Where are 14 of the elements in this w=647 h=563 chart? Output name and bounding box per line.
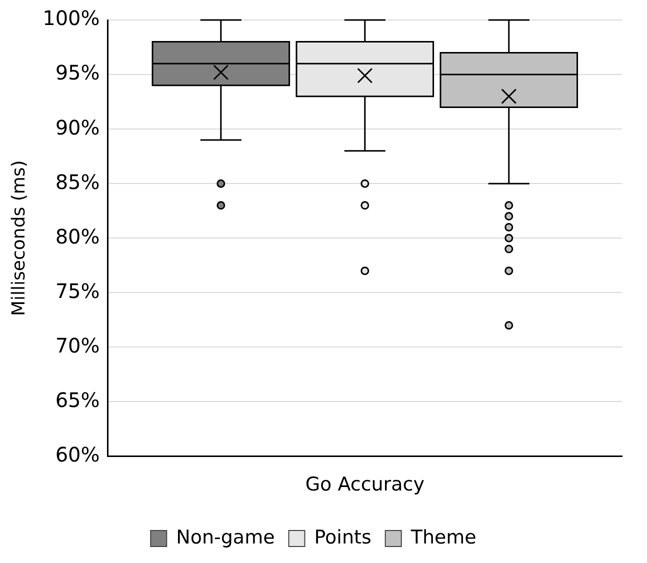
y-tick-label: 95%	[55, 60, 100, 85]
x-tick-label: Go Accuracy	[305, 474, 424, 496]
y-tick-label: 100%	[42, 6, 100, 30]
y-tick-label: 90%	[55, 115, 100, 140]
y-axis-title: Milliseconds (ms)	[8, 160, 30, 316]
y-tick-label: 60%	[55, 442, 100, 466]
legend-label: Theme	[410, 526, 476, 548]
y-tick-label: 80%	[55, 224, 100, 248]
legend-label: Points	[314, 526, 372, 548]
y-tick-label: 75%	[55, 278, 100, 303]
legend-label: Non-game	[176, 526, 275, 548]
y-tick-label: 85%	[55, 170, 100, 194]
y-tick-label: 65%	[55, 388, 100, 412]
y-tick-label: 70%	[55, 333, 100, 358]
